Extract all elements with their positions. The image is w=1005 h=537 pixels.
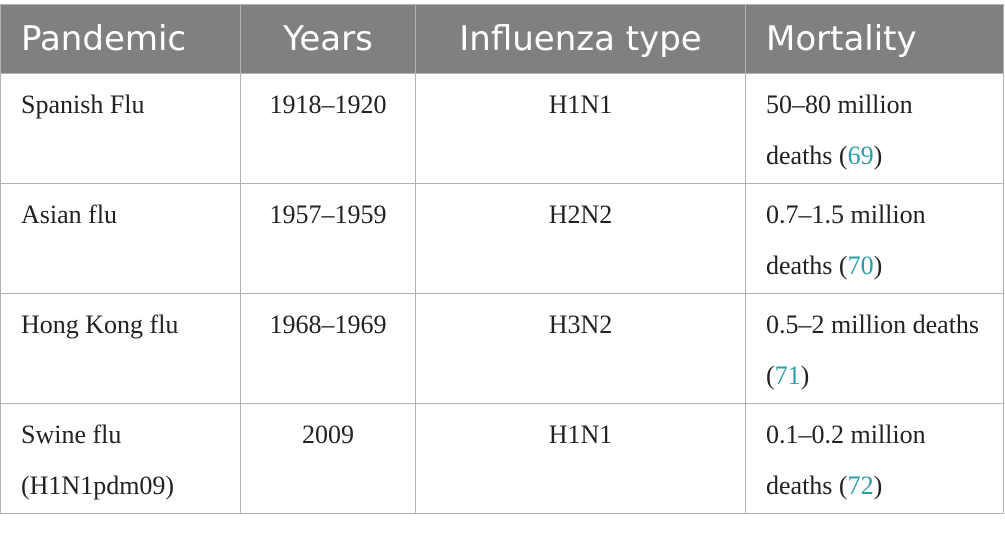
cell-years: 1918–1920: [240, 73, 416, 184]
mortality-text: 50–80 million deaths (: [766, 90, 913, 170]
cell-influenza-type: H1N1: [415, 403, 746, 514]
reference-link[interactable]: 70: [847, 251, 874, 280]
cell-influenza-type: H3N2: [415, 293, 746, 404]
cell-mortality: 0.1–0.2 million deaths (72): [745, 403, 1004, 514]
cell-pandemic: Asian flu: [0, 183, 241, 294]
cell-years: 1957–1959: [240, 183, 416, 294]
reference-link[interactable]: 69: [847, 141, 874, 170]
reference-link[interactable]: 71: [774, 361, 801, 390]
table-row: Hong Kong flu 1968–1969 H3N2 0.5–2 milli…: [0, 293, 1004, 404]
mortality-text: 0.1–0.2 million deaths (: [766, 420, 926, 500]
mortality-close: ): [800, 361, 810, 390]
cell-influenza-type: H1N1: [415, 73, 746, 184]
header-row: Pandemic Years Influenza type Mortality: [0, 4, 1004, 74]
mortality-text: 0.7–1.5 million deaths (: [766, 200, 926, 280]
reference-link[interactable]: 72: [847, 471, 874, 500]
cell-pandemic: Hong Kong flu: [0, 293, 241, 404]
header-mortality: Mortality: [745, 4, 1004, 74]
header-influenza-type: Influenza type: [415, 4, 746, 74]
cell-years: 2009: [240, 403, 416, 514]
mortality-close: ): [873, 251, 883, 280]
cell-mortality: 0.5–2 million deaths (71): [745, 293, 1004, 404]
cell-years: 1968–1969: [240, 293, 416, 404]
table-header: Pandemic Years Influenza type Mortality: [0, 4, 1004, 74]
cell-pandemic: Swine flu (H1N1pdm09): [0, 403, 241, 514]
table-row: Swine flu (H1N1pdm09) 2009 H1N1 0.1–0.2 …: [0, 403, 1004, 514]
cell-mortality: 50–80 million deaths (69): [745, 73, 1004, 184]
cell-mortality: 0.7–1.5 million deaths (70): [745, 183, 1004, 294]
table-row: Asian flu 1957–1959 H2N2 0.7–1.5 million…: [0, 183, 1004, 294]
mortality-text: 0.5–2 million deaths (: [766, 310, 980, 390]
cell-influenza-type: H2N2: [415, 183, 746, 294]
header-pandemic: Pandemic: [0, 4, 241, 74]
cell-pandemic: Spanish Flu: [0, 73, 241, 184]
mortality-close: ): [873, 471, 883, 500]
pandemics-table: Pandemic Years Influenza type Mortality …: [0, 4, 1004, 514]
header-years: Years: [240, 4, 416, 74]
table-row: Spanish Flu 1918–1920 H1N1 50–80 million…: [0, 73, 1004, 184]
mortality-close: ): [873, 141, 883, 170]
